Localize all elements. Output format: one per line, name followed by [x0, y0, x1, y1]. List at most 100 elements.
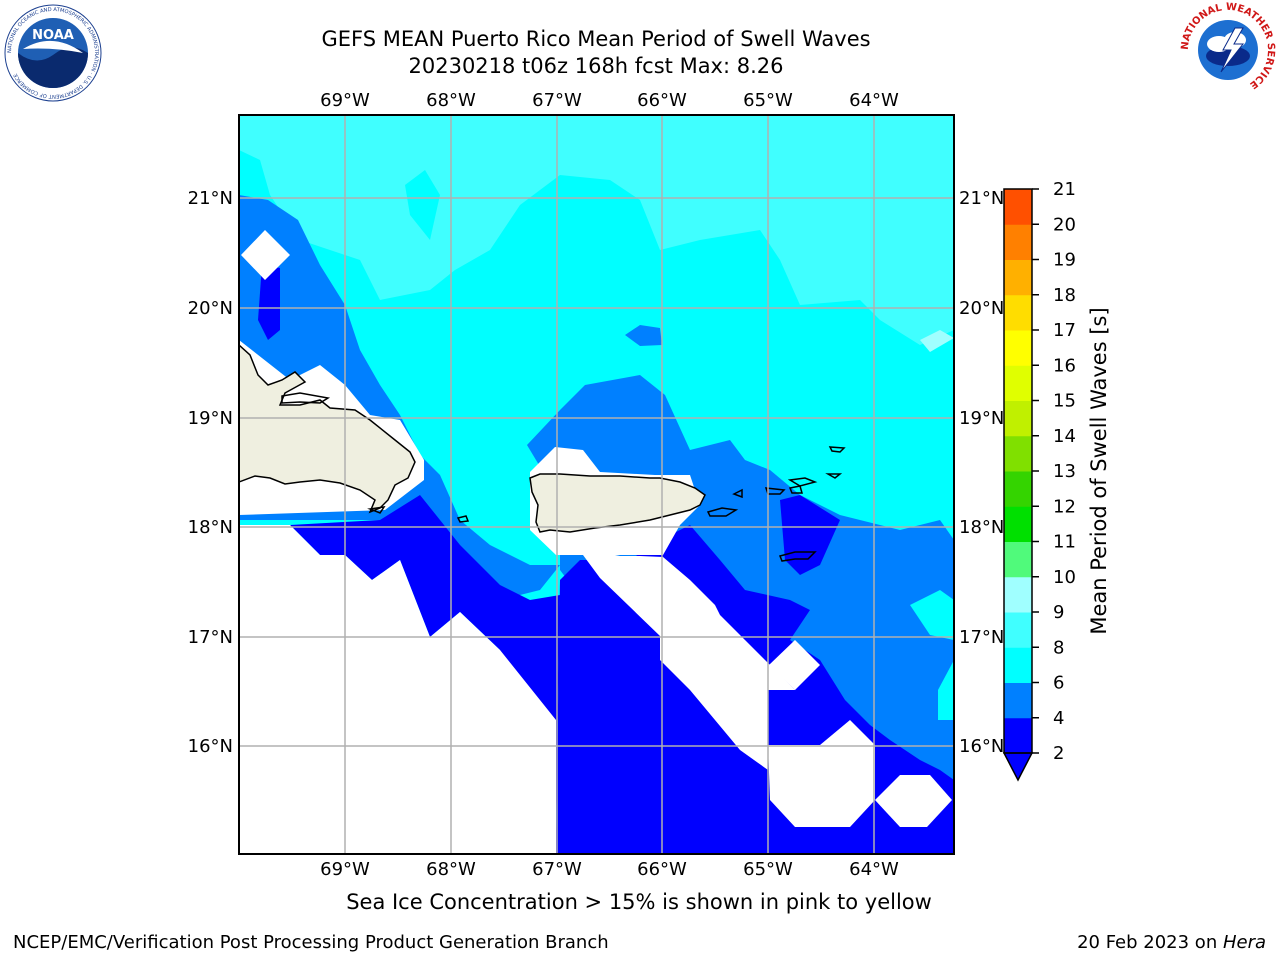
lon-label-top: 64°W — [849, 90, 899, 111]
colorbar-tick-label: 16 — [1053, 355, 1076, 376]
colorbar-tick-label: 2 — [1053, 743, 1064, 764]
noaa-logo: NATIONAL OCEANIC AND ATMOSPHERIC ADMINIS… — [4, 4, 102, 102]
colorbar-segment — [1004, 189, 1032, 225]
colorbar-tick-label: 20 — [1053, 214, 1076, 235]
colorbar-tick-label: 12 — [1053, 496, 1076, 517]
colorbar-segments — [1004, 189, 1032, 754]
contour-band-2-4 — [625, 325, 662, 346]
contour-band-8-9 — [920, 330, 954, 352]
colorbar-tick-label: 10 — [1053, 567, 1076, 588]
contour-band-6-8 — [239, 115, 954, 345]
no-data-region — [239, 525, 556, 854]
map-gridlines — [239, 115, 954, 854]
lon-label-bottom: 69°W — [320, 859, 370, 880]
lon-label-bottom: 67°W — [532, 859, 582, 880]
island-outline — [778, 551, 817, 562]
colorbar-tick-label: 21 — [1053, 180, 1076, 200]
no-data-region — [241, 230, 290, 280]
colorbar-segment — [1004, 330, 1032, 366]
colorbar-triangle-outline — [1002, 752, 1034, 782]
contour-band-below-2 — [290, 495, 560, 830]
colorbar-segment — [1004, 682, 1032, 719]
lat-label-right: 16°N — [959, 736, 1004, 757]
map-title-line1: GEFS MEAN Puerto Rico Mean Period of Swe… — [321, 27, 871, 51]
colorbar-segment — [1004, 541, 1032, 578]
no-data-region — [875, 775, 952, 827]
lat-label-left: 16°N — [188, 736, 233, 757]
noaa-logo-text: NOAA — [32, 28, 74, 43]
lon-label-bottom: 68°W — [426, 859, 476, 880]
colorbar-tick-label: 11 — [1053, 532, 1076, 553]
colorbar-tick-label: 18 — [1053, 285, 1076, 306]
contour-band-4-6 — [910, 590, 954, 640]
contour-band-4-6 — [938, 660, 954, 720]
lon-label-top: 69°W — [320, 90, 370, 111]
lon-label-top: 67°W — [532, 90, 582, 111]
lat-label-right: 19°N — [959, 408, 1004, 429]
map-title-line2: 20230218 t06z 168h fcst Max: 8.26 — [408, 54, 784, 78]
lon-label-bottom: 65°W — [743, 859, 793, 880]
colorbar-tick-label: 8 — [1053, 637, 1064, 658]
colorbar-segment — [1004, 259, 1032, 296]
map-contours — [239, 115, 954, 854]
contour-band-6-8 — [760, 260, 785, 345]
colorbar-segment — [1004, 506, 1032, 542]
lon-label-bottom: 66°W — [637, 859, 687, 880]
lat-label-right: 21°N — [959, 188, 1004, 209]
lat-label-right: 17°N — [959, 627, 1004, 648]
lat-label-left: 20°N — [188, 298, 233, 319]
lat-label-left: 17°N — [188, 627, 233, 648]
colorbar-tick-label: 19 — [1053, 250, 1076, 271]
colorbar-ticks: 2 4 6 8 9 10 11 12 13 14 15 16 17 18 19 20 21 — [1032, 180, 1076, 764]
lon-label-top: 65°W — [743, 90, 793, 111]
island-outline — [367, 506, 386, 514]
footer-date: 20 Feb 2023 on — [1077, 932, 1223, 953]
island-outline — [281, 392, 331, 404]
lat-label-right: 18°N — [959, 517, 1004, 538]
lat-label-left: 19°N — [188, 408, 233, 429]
colorbar-segment — [1004, 435, 1032, 472]
colorbar-tick-label: 6 — [1053, 673, 1064, 694]
colorbar-tick-label: 14 — [1053, 426, 1076, 447]
colorbar-segment — [1004, 400, 1032, 437]
contour-band-6-8 — [405, 170, 440, 240]
colorbar: 2 4 6 8 9 10 11 12 13 14 15 16 17 18 19 20 21 Mean Perio… — [1002, 180, 1111, 782]
nws-logo: NATIONAL WEATHER SERVICE — [1180, 2, 1276, 97]
footer-host: Hera — [1222, 932, 1266, 953]
lat-label-left: 21°N — [188, 188, 233, 209]
colorbar-tick-label: 15 — [1053, 391, 1076, 412]
island-outline — [456, 515, 470, 523]
colorbar-tick-label: 13 — [1053, 461, 1076, 482]
lon-label-top: 66°W — [637, 90, 687, 111]
footer-right: 20 Feb 2023 on Hera — [1077, 932, 1266, 953]
island-outline — [828, 446, 846, 453]
island-outline — [788, 485, 803, 494]
no-data-region — [583, 552, 795, 770]
colorbar-label: Mean Period of Swell Waves [s] — [1087, 307, 1111, 634]
lat-label-right: 20°N — [959, 298, 1004, 319]
colorbar-tick-label: 17 — [1053, 320, 1076, 341]
map-frame — [238, 114, 955, 855]
lon-label-bottom: 64°W — [849, 859, 899, 880]
colorbar-segment — [1004, 294, 1032, 331]
colorbar-underflow-triangle — [1004, 753, 1032, 780]
island-outline — [787, 477, 818, 487]
lon-label-top: 68°W — [426, 90, 476, 111]
contour-band-below-2 — [258, 265, 280, 340]
colorbar-segment — [1004, 647, 1032, 683]
colorbar-segment — [1004, 471, 1032, 507]
colorbar-tick-label: 9 — [1053, 602, 1064, 623]
lat-label-left: 18°N — [188, 517, 233, 538]
colorbar-tick-label: 4 — [1053, 708, 1064, 729]
island-outline — [706, 507, 739, 517]
colorbar-segment — [1004, 717, 1032, 754]
colorbar-segment — [1004, 576, 1032, 613]
colorbar-segment — [1004, 224, 1032, 260]
island-outline — [732, 488, 743, 499]
colorbar-segment — [1004, 612, 1032, 648]
hispaniola-land — [239, 343, 416, 514]
sea-ice-caption: Sea Ice Concentration > 15% is shown in … — [346, 890, 932, 914]
colorbar-segment — [1004, 365, 1032, 401]
contour-band-below-2 — [780, 495, 840, 575]
